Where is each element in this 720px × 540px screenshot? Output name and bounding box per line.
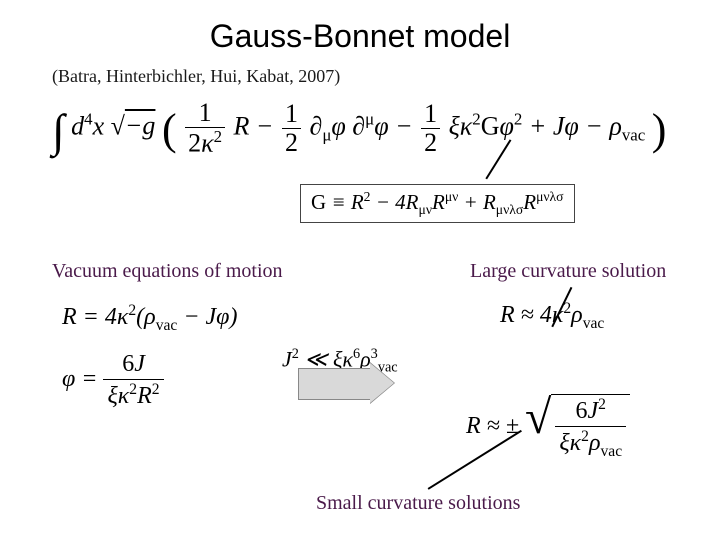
heading-vacuum: Vacuum equations of motion <box>52 260 283 283</box>
frac-num: 1 <box>185 100 225 128</box>
half-den2: 2 <box>421 129 440 156</box>
eq-phi: φ = 6J ξκ2R2 <box>62 352 164 409</box>
heading-small-curvature: Small curvature solutions <box>316 492 520 515</box>
page-title: Gauss-Bonnet model <box>0 18 720 55</box>
implies-arrow <box>298 368 390 398</box>
eq-R: R = 4κ2(ρvac − Jφ) <box>62 302 237 335</box>
slide-root: Gauss-Bonnet model (Batra, Hinterbichler… <box>0 0 720 540</box>
half-num: 1 <box>282 101 301 129</box>
half-den: 2 <box>282 129 301 156</box>
citation: (Batra, Hinterbichler, Hui, Kabat, 2007) <box>52 66 340 87</box>
eq-R-large: R ≈ 4κ2ρvac <box>500 300 604 333</box>
eq-action: ∫ d4x √−g ( 12κ2 R − 12 ∂μφ ∂μφ − 12 ξκ2… <box>52 100 666 157</box>
gb-definition-box: G ≡ R2 − 4RμνRμν + RμνλσRμνλσ <box>300 184 575 223</box>
half-num2: 1 <box>421 101 440 129</box>
heading-large-curvature: Large curvature solution <box>470 260 666 283</box>
